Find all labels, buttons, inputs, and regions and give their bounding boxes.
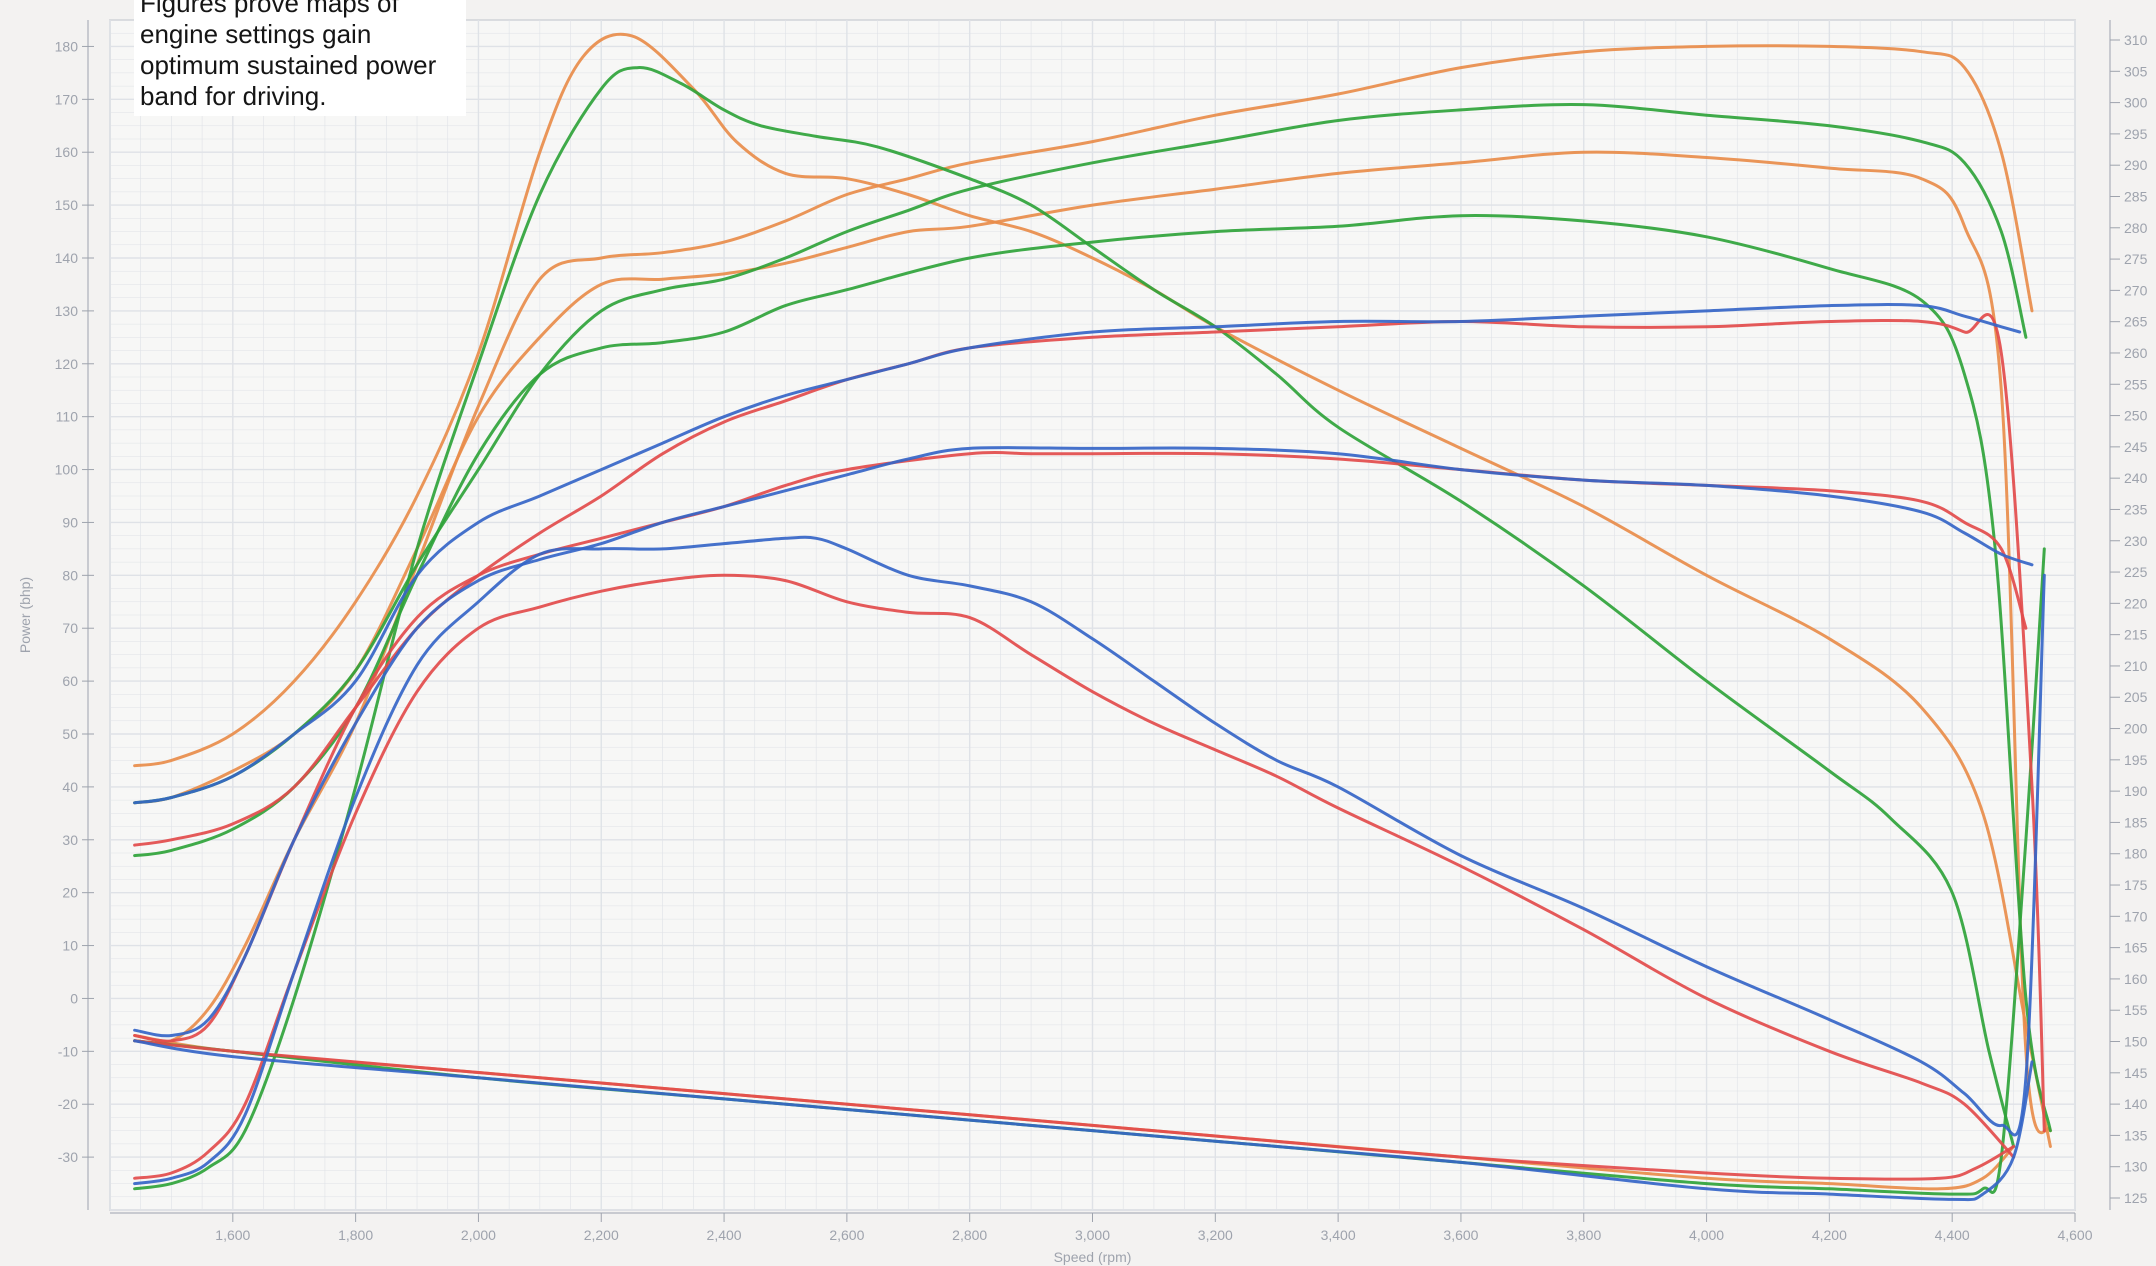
right-tick-label: 255 [2124, 376, 2148, 392]
x-axis-label: Speed (rpm) [1054, 1249, 1132, 1265]
right-tick-label: 265 [2124, 314, 2148, 330]
y-tick-label: 150 [55, 197, 79, 213]
x-tick-label: 3,000 [1075, 1227, 1110, 1243]
right-tick-label: 145 [2124, 1065, 2148, 1081]
chart-caption: Figures prove maps of engine settings ga… [134, 0, 466, 116]
right-tick-label: 130 [2124, 1159, 2148, 1175]
y-tick-label: 30 [62, 832, 78, 848]
right-tick-label: 200 [2124, 721, 2148, 737]
right-tick-label: 165 [2124, 940, 2148, 956]
y-tick-label: 10 [62, 938, 78, 954]
y-tick-label: 80 [62, 567, 78, 583]
right-tick-label: 215 [2124, 627, 2148, 643]
x-tick-label: 2,600 [829, 1227, 864, 1243]
right-tick-label: 240 [2124, 470, 2148, 486]
x-tick-label: 2,800 [952, 1227, 987, 1243]
y-tick-label: 90 [62, 514, 78, 530]
right-tick-label: 280 [2124, 220, 2148, 236]
right-tick-label: 290 [2124, 157, 2148, 173]
right-tick-label: 175 [2124, 877, 2148, 893]
right-tick-label: 220 [2124, 595, 2148, 611]
y-tick-label: -10 [58, 1043, 78, 1059]
right-tick-label: 245 [2124, 439, 2148, 455]
x-tick-label: 2,000 [461, 1227, 496, 1243]
y-tick-label: 0 [70, 990, 78, 1006]
x-tick-label: 1,600 [215, 1227, 250, 1243]
right-tick-label: 180 [2124, 846, 2148, 862]
right-tick-label: 310 [2124, 32, 2148, 48]
right-tick-label: 230 [2124, 533, 2148, 549]
y-tick-label: 50 [62, 726, 78, 742]
series-line-15 [133, 1039, 2034, 1202]
x-tick-label: 3,200 [1198, 1227, 1233, 1243]
y-tick-label: 170 [55, 91, 79, 107]
right-tick-label: 140 [2124, 1096, 2148, 1112]
right-tick-label: 150 [2124, 1034, 2148, 1050]
series-line-2 [133, 44, 2034, 1045]
series-line-13 [133, 535, 2046, 1186]
right-tick-label: 205 [2124, 689, 2148, 705]
x-tick-label: 4,000 [1689, 1227, 1724, 1243]
x-tick-label: 4,600 [2057, 1227, 2092, 1243]
x-tick-label: 3,800 [1566, 1227, 1601, 1243]
y-tick-label: 110 [56, 409, 79, 425]
right-tick-label: 155 [2124, 1002, 2148, 1018]
right-tick-label: 285 [2124, 188, 2148, 204]
y-tick-label: -30 [58, 1149, 78, 1165]
y-tick-label: 60 [62, 673, 78, 689]
y-tick-label: 140 [55, 250, 79, 266]
right-tick-label: 210 [2124, 658, 2148, 674]
right-tick-label: 295 [2124, 126, 2148, 142]
right-tick-label: 170 [2124, 908, 2148, 924]
y-tick-label: 160 [55, 144, 79, 160]
y-tick-label: 180 [55, 38, 79, 54]
y-tick-label: 20 [62, 885, 78, 901]
series-line-16 [133, 446, 2034, 1038]
right-tick-label: 305 [2124, 63, 2148, 79]
x-tick-label: 4,400 [1935, 1227, 1970, 1243]
x-tick-label: 4,200 [1812, 1227, 1847, 1243]
y-tick-label: 70 [62, 620, 78, 636]
series-line-8 [133, 102, 2028, 805]
right-tick-label: 250 [2124, 408, 2148, 424]
y-tick-label: 100 [55, 462, 79, 478]
x-tick-label: 1,800 [338, 1227, 373, 1243]
right-tick-label: 185 [2124, 814, 2148, 830]
right-tick-label: 235 [2124, 501, 2148, 517]
right-tick-label: 270 [2124, 282, 2148, 298]
right-tick-label: 190 [2124, 783, 2148, 799]
x-tick-label: 2,400 [707, 1227, 742, 1243]
series-line-1 [133, 32, 2052, 1148]
right-tick-label: 135 [2124, 1127, 2148, 1143]
right-tick-label: 195 [2124, 752, 2148, 768]
series-line-9 [133, 573, 2016, 1180]
x-tick-label: 2,200 [584, 1227, 619, 1243]
y-tick-label: 130 [55, 303, 79, 319]
right-tick-label: 125 [2124, 1190, 2148, 1206]
series-line-11 [133, 1039, 2016, 1181]
series-line-12 [133, 451, 2028, 1043]
series-line-7 [133, 214, 2052, 1133]
right-tick-label: 300 [2124, 95, 2148, 111]
x-tick-label: 3,400 [1321, 1227, 1356, 1243]
series-line-14 [133, 303, 2022, 805]
series-line-5 [133, 66, 2016, 1191]
y-tick-label: 120 [55, 356, 79, 372]
right-tick-label: 225 [2124, 564, 2148, 580]
y-axis-label: Power (bhp) [17, 577, 33, 653]
x-tick-label: 3,600 [1443, 1227, 1478, 1243]
right-tick-label: 260 [2124, 345, 2148, 361]
right-tick-label: 160 [2124, 971, 2148, 987]
y-tick-label: 40 [62, 779, 78, 795]
right-tick-label: 275 [2124, 251, 2148, 267]
y-tick-label: -20 [58, 1096, 78, 1112]
